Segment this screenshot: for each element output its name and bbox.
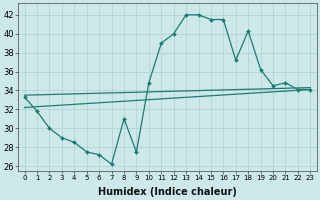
X-axis label: Humidex (Indice chaleur): Humidex (Indice chaleur) [98, 187, 237, 197]
